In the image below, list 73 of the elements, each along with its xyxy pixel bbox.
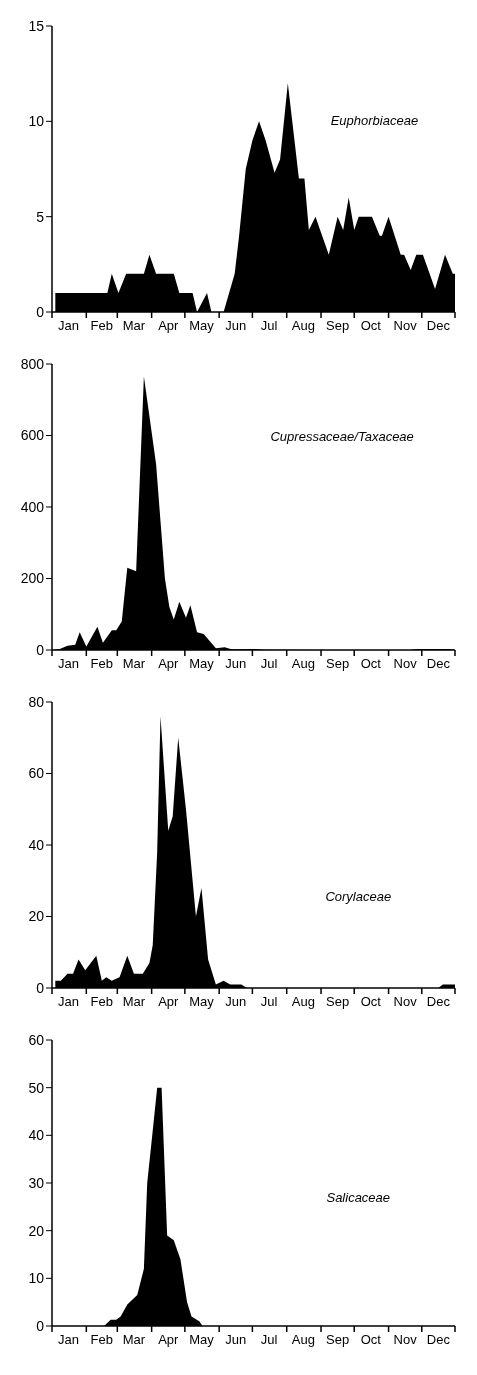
x-tick-label: Oct (360, 656, 382, 671)
y-tick-label: 20 (28, 908, 45, 925)
x-tick-label: Mar (122, 656, 146, 671)
x-tick-label: Jan (58, 318, 80, 333)
x-tick-label: May (189, 1332, 215, 1347)
y-tick-label: 60 (28, 765, 45, 782)
x-tick-label: Nov (393, 656, 418, 671)
x-tick-label: Aug (291, 1332, 315, 1347)
x-tick-label: Jan (58, 1332, 80, 1347)
y-tick-label: 10 (28, 113, 45, 130)
y-tick-label: 0 (36, 979, 45, 996)
x-tick-label: Sep (326, 1332, 350, 1347)
y-tick-label: 50 (28, 1079, 45, 1096)
x-tick-label: Aug (291, 656, 315, 671)
y-tick-label: 800 (20, 355, 45, 372)
x-tick-label: Feb (90, 994, 114, 1009)
x-tick-label: Jan (58, 656, 80, 671)
x-tick-label: Aug (291, 994, 315, 1009)
y-tick-label: 40 (28, 1127, 45, 1144)
x-tick-label: Feb (90, 1332, 114, 1347)
x-tick-label: Dec (426, 656, 451, 671)
x-tick-label: Jul (260, 1332, 278, 1347)
y-tick-label: 30 (28, 1174, 45, 1191)
x-tick-label: Jan (58, 994, 80, 1009)
x-tick-label: Oct (360, 1332, 382, 1347)
x-tick-label: Dec (426, 318, 451, 333)
y-tick-label: 15 (28, 17, 45, 34)
y-tick-label: 20 (28, 1222, 45, 1239)
y-tick-label: 400 (20, 498, 45, 515)
x-tick-label: Jun (225, 656, 247, 671)
x-tick-label: Apr (158, 656, 180, 671)
annotation: Euphorbiaceae (330, 112, 419, 128)
y-tick-label: 40 (28, 836, 45, 853)
x-tick-label: Nov (393, 318, 418, 333)
x-tick-label: Feb (90, 318, 114, 333)
x-tick-label: Jul (260, 994, 278, 1009)
x-tick-label: Apr (158, 1332, 180, 1347)
annotation: Salicaceae (326, 1189, 391, 1205)
x-tick-label: Nov (393, 994, 418, 1009)
x-tick-label: Jul (260, 318, 278, 333)
y-tick-label: 0 (36, 303, 45, 320)
x-tick-label: Sep (326, 656, 350, 671)
x-tick-label: Mar (122, 1332, 146, 1347)
x-tick-label: Mar (122, 318, 146, 333)
x-tick-label: Dec (426, 994, 451, 1009)
annotation: Corylaceae (325, 888, 392, 904)
x-tick-label: Apr (158, 318, 180, 333)
x-tick-label: Sep (326, 994, 350, 1009)
annotation: Cupressaceae/Taxaceae (270, 428, 414, 443)
y-tick-label: 60 (28, 1031, 45, 1048)
x-tick-label: Apr (158, 994, 180, 1009)
x-tick-label: May (189, 994, 215, 1009)
y-tick-label: 200 (20, 570, 45, 587)
x-tick-label: Jun (225, 1332, 247, 1347)
x-tick-label: Oct (360, 318, 382, 333)
x-tick-label: Mar (122, 994, 146, 1009)
y-tick-label: 0 (36, 1317, 45, 1334)
x-tick-label: Jun (225, 318, 247, 333)
x-tick-label: Sep (326, 318, 350, 333)
x-tick-label: Aug (291, 318, 315, 333)
x-tick-label: Feb (90, 656, 114, 671)
x-tick-label: Nov (393, 1332, 418, 1347)
x-tick-label: May (189, 318, 215, 333)
x-tick-label: May (189, 656, 215, 671)
x-tick-label: Oct (360, 994, 382, 1009)
y-tick-label: 5 (36, 208, 45, 225)
y-tick-label: 10 (28, 1270, 45, 1287)
y-tick-label: 80 (28, 693, 45, 710)
y-tick-label: 0 (36, 641, 45, 658)
x-tick-label: Jul (260, 656, 278, 671)
x-tick-label: Jun (225, 994, 247, 1009)
x-tick-label: Dec (426, 1332, 451, 1347)
y-tick-label: 600 (20, 427, 45, 444)
